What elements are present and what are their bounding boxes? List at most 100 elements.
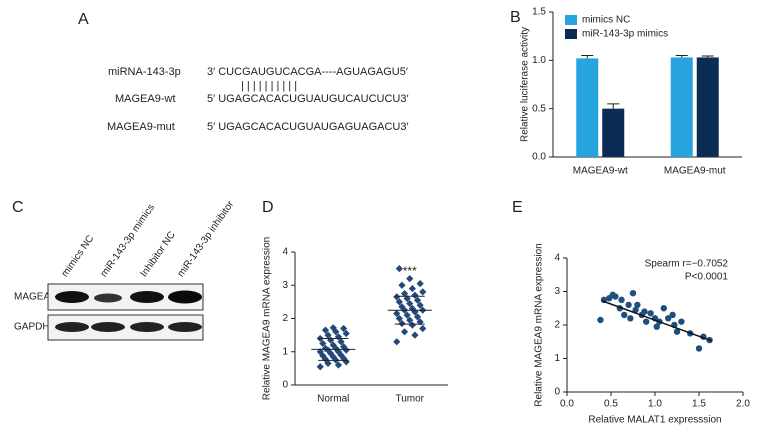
lane-label: miR-143-3p inhibitor [176, 199, 237, 280]
lane-label: Inhibitor NC [139, 230, 178, 280]
point [653, 323, 660, 330]
x-tick-label: MAGEA9-wt [573, 166, 628, 177]
point [406, 299, 414, 308]
point [627, 315, 634, 322]
point [695, 345, 703, 352]
blot [47, 283, 204, 341]
y-axis-label: Relative luciferase activity [520, 27, 531, 142]
point [398, 319, 406, 328]
bar [576, 58, 599, 157]
wt-sequence: 5′ UGAGCACACUGUAUGUCAUCUCU3′ [207, 93, 409, 105]
y-tick-label: 3 [554, 286, 560, 297]
point [327, 336, 335, 344]
point [419, 288, 427, 296]
x-tick-label: Tumor [395, 394, 424, 405]
y-tick-label: 4 [554, 253, 560, 264]
point [597, 316, 604, 324]
point [327, 349, 335, 358]
x-axis-label: Relative MALAT1 expresssion [588, 415, 721, 426]
point [316, 348, 324, 356]
point [408, 284, 416, 293]
error-bar [607, 103, 620, 109]
trendline [601, 300, 713, 342]
lane-label: mimics NC [60, 233, 97, 279]
legend-swatch [565, 15, 577, 25]
row-label: GAPDH [14, 322, 50, 333]
point [324, 331, 332, 339]
annotation: P<0.0001 [685, 272, 729, 283]
point [660, 305, 667, 312]
point [403, 294, 411, 303]
point [665, 315, 672, 322]
point [329, 341, 337, 349]
point [408, 321, 416, 329]
point [403, 311, 411, 319]
point [411, 291, 419, 299]
bar [670, 57, 693, 157]
point [411, 331, 419, 339]
point [416, 301, 424, 309]
point [319, 352, 327, 360]
mut-sequence: 5′ UGAGCACACUGUAUGAGUAGACU3′ [207, 121, 409, 133]
point [400, 328, 409, 336]
point [408, 304, 416, 313]
x-tick-label: Normal [317, 394, 349, 405]
legend-label: mimics NC [582, 15, 630, 26]
point [669, 311, 676, 319]
point [321, 344, 330, 353]
point [324, 359, 332, 367]
point [634, 301, 641, 309]
point [400, 289, 409, 298]
x-tick-label: MAGEA9-mut [664, 166, 726, 177]
legend-label: miR-143-3p mimics [582, 29, 668, 40]
point [419, 324, 427, 333]
pairing: | | | | | | | | | | [241, 80, 297, 92]
point [319, 339, 327, 348]
panel-label: C [12, 199, 24, 216]
point [625, 301, 632, 309]
y-tick-label: 0.0 [532, 152, 546, 163]
y-tick-label: 4 [282, 247, 288, 258]
y-axis-label: Relative MAGEA9 mRNA expression [534, 243, 545, 406]
point [643, 318, 650, 325]
point [340, 324, 348, 333]
panel-label: A [78, 11, 89, 28]
point [332, 344, 340, 353]
x-tick-label: 0.5 [604, 399, 618, 410]
y-tick-label: 0 [554, 387, 560, 398]
point [332, 328, 340, 336]
point [395, 314, 403, 323]
point [416, 279, 424, 288]
x-tick-label: 0.0 [560, 399, 574, 410]
point [413, 313, 422, 321]
point [416, 318, 424, 326]
point [612, 293, 619, 300]
point [618, 296, 625, 304]
point [632, 306, 639, 314]
point [629, 289, 637, 297]
point [321, 326, 330, 334]
panel-label: D [262, 199, 274, 216]
mut-name: MAGEA9-mut [107, 121, 175, 133]
point [647, 310, 654, 317]
panel-label: B [510, 9, 521, 26]
point [398, 303, 406, 311]
point [641, 308, 648, 315]
point [393, 309, 401, 318]
y-tick-label: 1.5 [532, 7, 546, 18]
y-tick-label: 1.0 [532, 55, 546, 66]
y-tick-label: 2 [282, 313, 288, 324]
significance: *** [403, 264, 417, 278]
point [406, 275, 414, 283]
point [337, 338, 345, 346]
point [395, 265, 403, 273]
point [395, 298, 403, 306]
error-bar [701, 55, 714, 58]
x-tick-label: 1.0 [648, 399, 662, 410]
point [334, 333, 343, 341]
bar [602, 108, 625, 157]
bar [696, 57, 719, 157]
error-bar [581, 55, 594, 59]
